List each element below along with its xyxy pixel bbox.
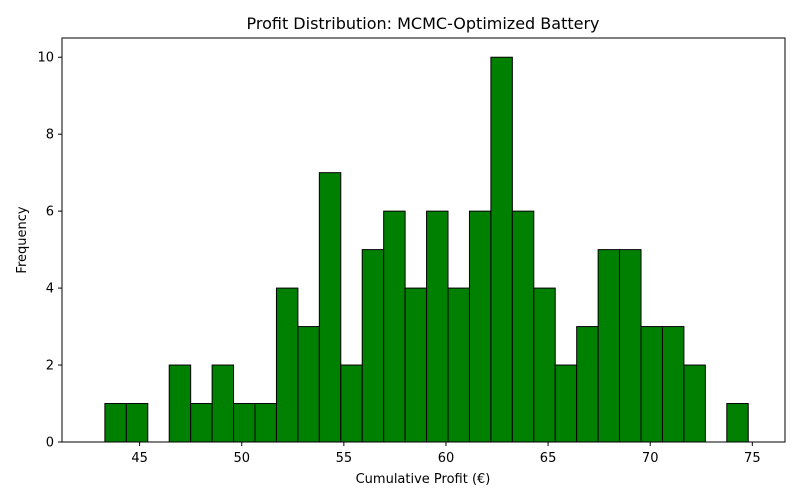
x-axis-ticks: 45 50 55 60 65 70 75 [131,442,761,466]
histogram-bar-7 [254,403,277,443]
histogram-bar-9 [297,326,320,443]
histogram-bar-21 [554,364,578,443]
histogram-bar-14 [404,287,428,443]
y-axis-label: Frequency [15,206,30,273]
x-tick-label: 50 [233,451,250,466]
y-tick-label: 0 [46,436,54,451]
histogram-bar-12 [361,249,385,443]
histogram-bar-26 [661,326,685,443]
x-tick-label: 70 [642,451,659,466]
histogram-bar-24 [619,249,642,443]
histogram-bar-29 [726,403,749,443]
histogram-bar-19 [511,210,535,443]
histogram-bar-1 [125,403,149,443]
x-tick-label: 45 [131,451,148,466]
histogram-bar-20 [533,287,556,443]
histogram-bar-8 [275,287,299,443]
histogram-bar-22 [576,326,599,443]
y-tick-label: 4 [46,282,54,297]
y-tick-label: 8 [46,128,54,143]
x-tick-label: 65 [540,451,557,466]
histogram-bar-27 [683,364,706,443]
histogram-bar-6 [233,403,256,443]
histogram-bar-25 [640,326,663,443]
y-axis-ticks: 0 2 4 6 8 10 [37,51,62,451]
histogram-bar-3 [168,364,192,443]
histogram-bar-0 [104,403,127,443]
histogram-bar-17 [468,210,492,443]
histogram-bar-15 [426,210,449,443]
y-tick-label: 10 [37,51,54,66]
chart-title: Profit Distribution: MCMC-Optimized Batt… [246,14,599,33]
x-tick-label: 55 [336,451,353,466]
histogram-bar-16 [447,287,470,443]
histogram-bar-11 [340,364,363,443]
histogram-bar-18 [490,56,513,443]
histogram-bar-4 [190,403,213,443]
x-tick-label: 75 [744,451,761,466]
plot-frame [61,37,786,443]
y-tick-label: 2 [46,359,54,374]
y-tick-label: 6 [46,205,54,220]
histogram-bar-23 [597,249,621,443]
bars-group [104,56,749,443]
x-tick-label: 60 [438,451,455,466]
histogram-bar-10 [318,172,342,443]
x-axis-label: Cumulative Profit (€) [356,472,491,487]
histogram-bar-5 [211,364,235,443]
histogram-bar-13 [383,210,406,443]
